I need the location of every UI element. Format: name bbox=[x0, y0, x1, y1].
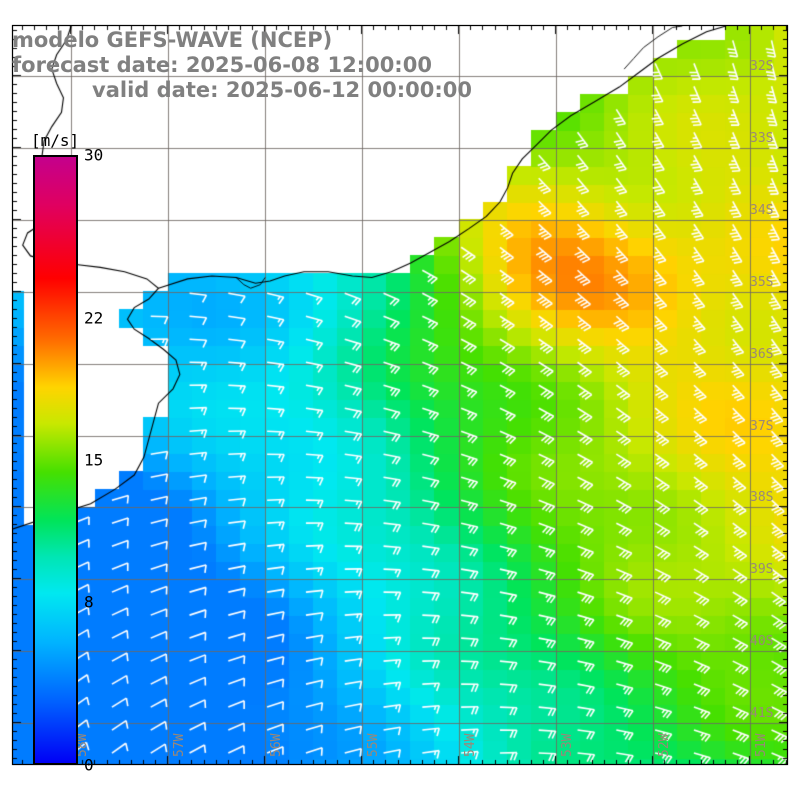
colorbar-tick-15: 15 bbox=[84, 450, 104, 470]
lon-tick-53W: 53W bbox=[560, 733, 576, 757]
lat-tick-41S: 41S bbox=[750, 705, 774, 721]
lon-tick-56W: 56W bbox=[269, 733, 285, 757]
colorbar-units-label: [m/s] bbox=[31, 131, 80, 150]
colorbar-tick-0: 0 bbox=[84, 755, 94, 775]
colorbar-gradient bbox=[33, 155, 78, 765]
lat-tick-38S: 38S bbox=[750, 490, 774, 506]
lon-tick-51W: 51W bbox=[754, 733, 770, 757]
lat-tick-39S: 39S bbox=[750, 562, 774, 578]
lat-tick-35S: 35S bbox=[750, 274, 774, 290]
lon-tick-55W: 55W bbox=[366, 733, 382, 757]
lat-tick-36S: 36S bbox=[750, 346, 774, 362]
lon-tick-57W: 57W bbox=[172, 733, 188, 757]
lat-tick-33S: 33S bbox=[750, 131, 774, 147]
colorbar-tick-8: 8 bbox=[84, 592, 94, 612]
lat-tick-40S: 40S bbox=[750, 634, 774, 650]
colorbar-tick-22: 22 bbox=[84, 308, 104, 328]
lat-tick-34S: 34S bbox=[750, 202, 774, 218]
map-plot-frame[interactable] bbox=[12, 25, 788, 765]
lon-tick-52W: 52W bbox=[657, 733, 673, 757]
lat-tick-32S: 32S bbox=[750, 59, 774, 75]
lon-tick-54W: 54W bbox=[463, 733, 479, 757]
lat-tick-37S: 37S bbox=[750, 418, 774, 434]
colorbar-tick-30: 30 bbox=[84, 145, 104, 165]
coastline-and-barbs-canvas bbox=[13, 26, 787, 764]
